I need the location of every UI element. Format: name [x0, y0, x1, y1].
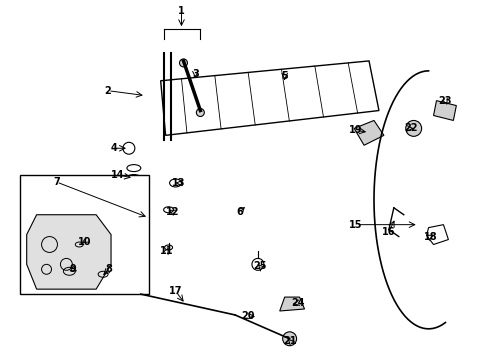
- Text: 4: 4: [110, 143, 117, 153]
- Text: 16: 16: [381, 226, 395, 237]
- Circle shape: [282, 332, 296, 346]
- Text: 3: 3: [192, 69, 198, 79]
- Text: 11: 11: [160, 247, 173, 256]
- Text: 9: 9: [70, 264, 77, 274]
- Text: 12: 12: [165, 207, 179, 217]
- Text: 13: 13: [171, 178, 185, 188]
- Polygon shape: [433, 100, 455, 121]
- Polygon shape: [279, 297, 304, 311]
- Text: 25: 25: [253, 261, 266, 271]
- Text: 19: 19: [348, 125, 362, 135]
- Text: 2: 2: [104, 86, 111, 96]
- Text: 17: 17: [168, 286, 182, 296]
- Text: 1: 1: [178, 6, 184, 16]
- Text: 20: 20: [241, 311, 254, 321]
- Text: 6: 6: [236, 207, 243, 217]
- Text: 15: 15: [348, 220, 362, 230]
- Text: 21: 21: [283, 336, 296, 346]
- Polygon shape: [161, 61, 378, 135]
- Circle shape: [196, 109, 204, 117]
- Text: 7: 7: [53, 177, 60, 187]
- Text: 8: 8: [105, 264, 112, 274]
- Bar: [20, 175, 148, 294]
- Polygon shape: [426, 225, 447, 244]
- Text: 24: 24: [290, 298, 304, 308]
- Polygon shape: [27, 215, 111, 289]
- Polygon shape: [353, 121, 383, 145]
- Text: 5: 5: [281, 71, 287, 81]
- Circle shape: [179, 59, 187, 67]
- Text: 18: 18: [423, 231, 436, 242]
- Text: 14: 14: [111, 170, 124, 180]
- Text: 10: 10: [77, 237, 91, 247]
- Text: 22: 22: [403, 123, 417, 134]
- Circle shape: [405, 121, 421, 136]
- Text: 23: 23: [438, 96, 451, 105]
